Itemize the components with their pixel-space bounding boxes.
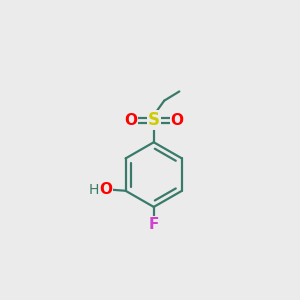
Text: O: O — [170, 113, 184, 128]
Text: O: O — [124, 113, 137, 128]
Text: O: O — [99, 182, 112, 197]
Text: S: S — [148, 111, 160, 129]
Text: F: F — [148, 217, 159, 232]
Text: H: H — [88, 183, 99, 196]
